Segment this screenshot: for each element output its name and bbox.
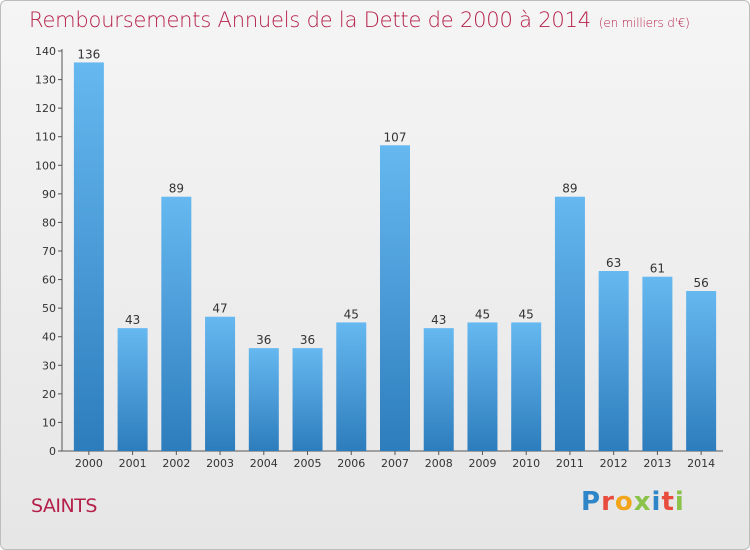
bar-value-label: 89 — [562, 182, 577, 196]
y-tick-label: 110 — [35, 131, 56, 144]
x-tick-label: 2007 — [381, 457, 409, 470]
brand-letter: i — [651, 487, 662, 517]
y-tick-label: 20 — [42, 388, 56, 401]
bar — [686, 291, 717, 451]
chart-title: Remboursements Annuels de la Dette de 20… — [29, 8, 690, 32]
bar-value-label: 45 — [519, 307, 534, 321]
brand-letter: o — [614, 487, 634, 517]
brand-letter: x — [633, 487, 652, 517]
y-tick-label: 30 — [42, 359, 56, 372]
chart-axes: 0 10 20 30 40 50 60 70 80 90 100 110 120 130 140 2000 20… — [35, 45, 723, 470]
y-tick-label: 70 — [42, 245, 56, 258]
bar — [336, 322, 367, 451]
x-tick-label: 2009 — [468, 457, 496, 470]
x-tick-label: 2003 — [206, 457, 234, 470]
x-tick-label: 2002 — [162, 457, 190, 470]
x-tick-label: 2000 — [75, 457, 103, 470]
brand-letter: r — [601, 487, 615, 517]
bar — [205, 316, 236, 451]
y-tick-label: 90 — [42, 188, 56, 201]
chart-title-text: Remboursements Annuels de la Dette de 20… — [29, 8, 591, 32]
bar-value-label: 36 — [300, 333, 315, 347]
bar — [161, 196, 192, 451]
bar — [248, 348, 279, 451]
bar — [598, 271, 629, 451]
bar-value-label: 47 — [212, 302, 227, 316]
brand-logo: Proxiti — [581, 487, 685, 517]
brand-letter: P — [581, 487, 602, 517]
y-tick-label: 40 — [42, 331, 56, 344]
bar-value-label: 43 — [431, 313, 446, 327]
bar — [423, 328, 454, 451]
y-tick-label: 50 — [42, 302, 56, 315]
x-tick-label: 2014 — [687, 457, 715, 470]
bar — [292, 348, 323, 451]
bar — [642, 276, 673, 451]
bar — [467, 322, 498, 451]
x-tick-label: 2005 — [294, 457, 322, 470]
bar-value-label: 56 — [693, 276, 708, 290]
bar-value-label: 45 — [475, 307, 490, 321]
brand-letter: i — [674, 487, 685, 517]
city-name: SAINTS — [31, 495, 97, 517]
bar — [117, 328, 148, 451]
y-tick-label: 140 — [35, 45, 56, 58]
chart-bars — [73, 62, 717, 452]
x-tick-label: 2011 — [556, 457, 584, 470]
bar-value-label: 61 — [650, 262, 665, 276]
x-tick-label: 2004 — [250, 457, 278, 470]
bar-value-label: 63 — [606, 256, 621, 270]
bar — [380, 145, 410, 452]
x-tick-label: 2010 — [512, 457, 540, 470]
bar-value-label: 36 — [256, 333, 271, 347]
y-tick-label: 10 — [42, 416, 56, 429]
x-tick-label: 2001 — [119, 457, 147, 470]
brand-letter: t — [661, 487, 675, 517]
x-tick-label: 2006 — [337, 457, 365, 470]
bar-value-label: 89 — [169, 182, 184, 196]
chart-labels: 136 43 89 47 36 36 45 107 43 45 45 89 63 61 56 — [77, 47, 708, 347]
bar-value-label: 107 — [384, 130, 407, 144]
x-tick-label: 2008 — [425, 457, 453, 470]
y-tick-label: 0 — [49, 445, 56, 458]
bar-value-label: 136 — [77, 47, 100, 61]
bar — [554, 196, 585, 451]
y-tick-label: 60 — [42, 274, 56, 287]
y-tick-label: 130 — [35, 74, 56, 87]
chart-subtitle: (en milliers d'€) — [598, 16, 690, 30]
x-tick-label: 2013 — [643, 457, 671, 470]
bar-value-label: 45 — [344, 307, 359, 321]
bar — [511, 322, 542, 451]
bar — [73, 62, 104, 452]
bar-value-label: 43 — [125, 313, 140, 327]
x-tick-label: 2012 — [600, 457, 628, 470]
y-tick-label: 80 — [42, 216, 56, 229]
y-tick-label: 120 — [35, 102, 56, 115]
y-tick-label: 100 — [35, 159, 56, 172]
